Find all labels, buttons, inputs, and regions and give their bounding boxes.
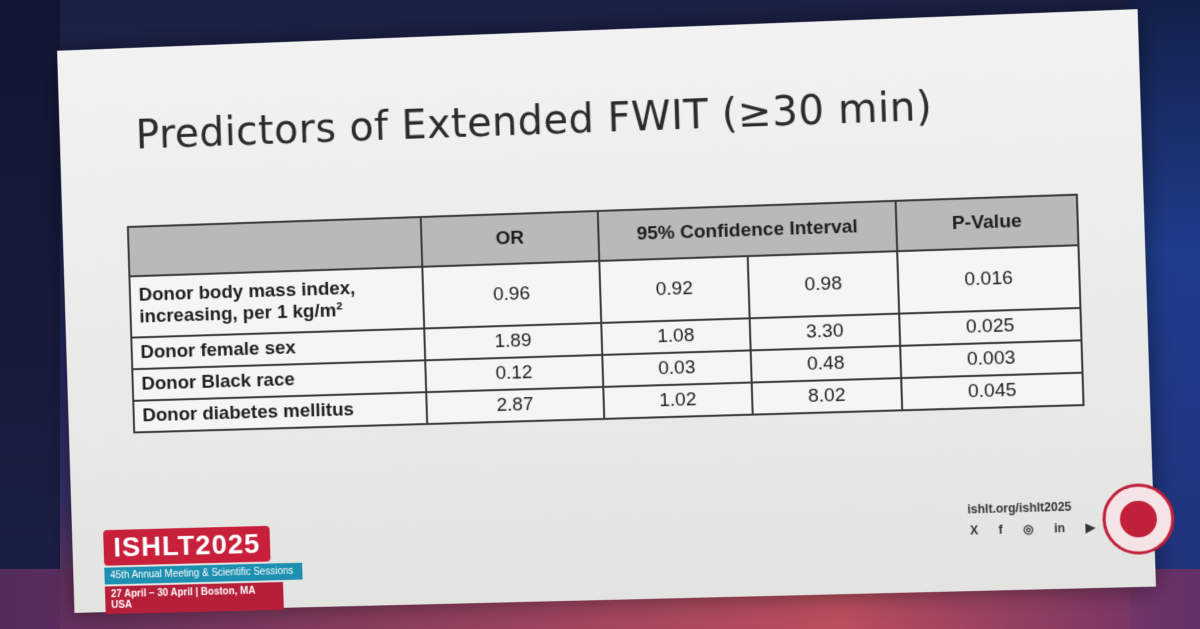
or-value: 1.89 xyxy=(424,323,602,360)
ci-low-value: 0.03 xyxy=(602,350,751,387)
header-p-value: P-Value xyxy=(896,195,1079,252)
or-value: 0.96 xyxy=(422,261,601,329)
logo-wordmark: ISHLT2025 xyxy=(103,526,271,566)
conference-logo: ISHLT2025 45th Annual Meeting & Scientif… xyxy=(103,525,301,599)
ci-high-value: 0.48 xyxy=(751,346,902,383)
header-or: OR xyxy=(421,211,600,267)
p-value: 0.045 xyxy=(901,373,1083,411)
ci-low-value: 1.02 xyxy=(603,383,752,419)
logo-meeting-line: 45th Annual Meeting & Scientific Session… xyxy=(104,563,302,585)
linkedin-icon: in xyxy=(1054,521,1065,535)
logo-dates-line: 27 April – 30 April | Boston, MA USA xyxy=(105,582,284,614)
instagram-icon: ◎ xyxy=(1023,522,1034,536)
p-value: 0.016 xyxy=(897,245,1080,313)
ci-high-value: 3.30 xyxy=(750,314,901,351)
ci-low-value: 1.08 xyxy=(601,318,750,355)
predictors-table: OR 95% Confidence Interval P-Value Donor… xyxy=(127,194,1085,434)
website-url: ishlt.org/ishlt2025 xyxy=(967,500,1072,517)
seal-heart-lung-icon xyxy=(1119,500,1157,537)
presentation-slide: Predictors of Extended FWIT (≥30 min) OR… xyxy=(57,9,1156,613)
or-value: 2.87 xyxy=(426,387,604,424)
ci-high-value: 0.98 xyxy=(748,251,899,318)
x-icon: X xyxy=(970,523,979,537)
row-label: Donor body mass index, increasing, per 1… xyxy=(129,267,424,338)
facebook-icon: f xyxy=(998,523,1003,537)
ci-low-value: 0.92 xyxy=(599,256,749,323)
or-value: 0.12 xyxy=(425,355,603,392)
youtube-icon: ▶ xyxy=(1085,520,1095,534)
social-icons: X f ◎ in ▶ xyxy=(970,520,1095,537)
p-value: 0.003 xyxy=(900,340,1082,378)
slide-title: Predictors of Extended FWIT (≥30 min) xyxy=(135,84,933,159)
room-background-left xyxy=(0,0,60,629)
ci-high-value: 8.02 xyxy=(752,378,903,415)
